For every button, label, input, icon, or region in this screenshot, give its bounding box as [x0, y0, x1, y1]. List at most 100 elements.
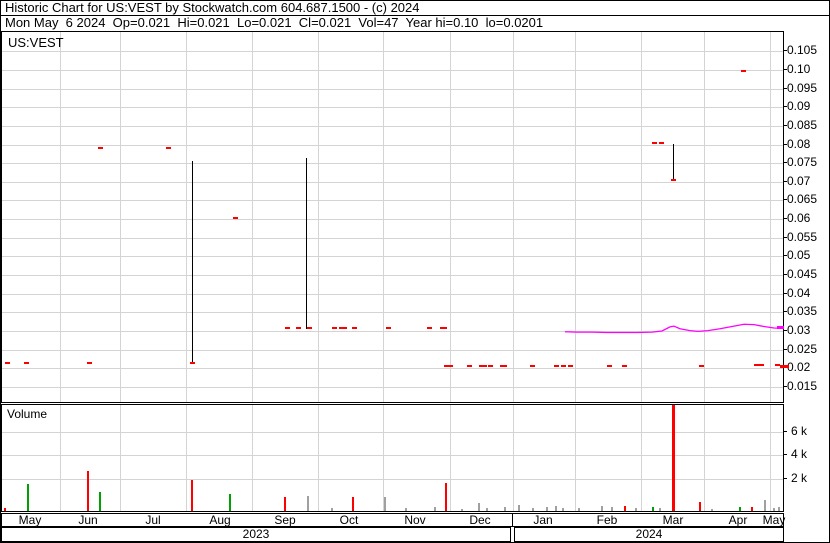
price-axis-tick [783, 330, 787, 331]
close-price-dash [698, 365, 704, 368]
price-axis-tick [783, 218, 787, 219]
volume-bar [611, 507, 613, 511]
volume-bar [635, 508, 637, 511]
close-price-dash [658, 142, 664, 145]
close-price-dash [97, 147, 103, 150]
volume-bar [601, 506, 603, 511]
month-label: May [18, 513, 42, 527]
volume-bar [434, 507, 436, 511]
volume-bar [191, 480, 193, 511]
price-axis-tick [783, 311, 787, 312]
price-axis-tick [783, 274, 787, 275]
price-axis-tick [783, 255, 787, 256]
price-axis-label: 0.02 [787, 360, 811, 375]
price-gridline [2, 200, 783, 202]
price-gridline [2, 386, 783, 388]
month-gridline [318, 32, 319, 402]
volume-bar [478, 503, 480, 511]
volume-gridline [2, 455, 783, 456]
year-text: 2024 [635, 527, 663, 541]
quote-summary-line: Mon May 6 2024 Op=0.021 Hi=0.021 Lo=0.02… [5, 15, 544, 30]
price-axis-tick [783, 237, 787, 238]
month-gridline [120, 32, 121, 402]
month-gridline [449, 32, 451, 402]
volume-bar [307, 496, 309, 511]
price-axis-label: 0.065 [787, 192, 818, 207]
volume-bar [229, 494, 231, 511]
month-label: Jun [78, 513, 98, 527]
volume-axis-label: 2 k [791, 471, 808, 485]
volume-axis-tick [783, 431, 787, 432]
price-gridline [2, 181, 783, 183]
volume-bar [699, 502, 701, 511]
volume-bar [486, 508, 488, 511]
volume-bar [778, 507, 780, 511]
price-axis-label: 0.07 [787, 173, 811, 188]
month-gridline [703, 405, 705, 511]
volume-bar [546, 507, 548, 511]
close-price-dash [306, 327, 312, 330]
price-axis-tick [783, 386, 787, 387]
month-gridline [640, 405, 642, 511]
price-axis-label: 0.105 [787, 43, 818, 58]
volume-bar [284, 497, 286, 511]
price-axis-label: 0.05 [787, 248, 811, 263]
volume-bar [4, 508, 6, 511]
volume-bar [773, 508, 775, 511]
price-axis-tick [783, 144, 787, 145]
volume-bar [518, 505, 520, 511]
price-gridline [2, 69, 783, 71]
volume-bar [751, 507, 753, 511]
price-gridline [2, 219, 783, 221]
price-axis-label: 0.035 [787, 304, 818, 319]
price-axis-tick [783, 349, 787, 350]
price-axis-tick [783, 181, 787, 182]
volume-bar [578, 508, 580, 511]
price-gridline [2, 349, 783, 351]
price-axis-tick [783, 293, 787, 294]
price-gridline [2, 368, 783, 370]
price-axis-tick [783, 88, 787, 89]
month-label: Sep [274, 513, 296, 527]
month-gridline [252, 405, 253, 511]
close-price-dash [499, 365, 507, 368]
close-price-dash [165, 147, 171, 150]
axis-current-value-marker [779, 365, 789, 369]
month-label: Oct [339, 513, 359, 527]
price-gridline [2, 107, 783, 109]
month-gridline [640, 32, 642, 402]
price-axis-label: 0.075 [787, 155, 818, 170]
month-label: Mar [662, 513, 684, 527]
month-gridline [60, 32, 61, 402]
price-gridline [2, 51, 783, 53]
volume-bar [555, 506, 557, 511]
price-gridline [2, 293, 783, 295]
price-gridline [2, 275, 783, 277]
volume-gridline [2, 432, 783, 433]
price-axis-label: 0.08 [787, 136, 811, 151]
price-axis-tick [783, 50, 787, 51]
price-axis-label: 0.06 [787, 211, 811, 226]
volume-axis-label: 4 k [791, 447, 808, 461]
volume-bar [384, 497, 386, 511]
month-label: Dec [469, 513, 491, 527]
volume-bar [624, 506, 626, 511]
year-label-2024: 2024 [514, 527, 784, 542]
price-axis-label: 0.09 [787, 99, 811, 114]
month-label: Feb [596, 513, 618, 527]
price-axis-tick [783, 199, 787, 200]
volume-bar [405, 508, 407, 511]
volume-bar [562, 508, 564, 511]
volume-panel: Volume [1, 404, 784, 512]
month-label: Jul [145, 513, 161, 527]
close-price-dash [385, 327, 391, 330]
volume-bar [331, 508, 333, 511]
close-price-dash [529, 365, 535, 368]
month-axis-strip: May Jun Jul Aug Sep Oct Nov Dec Jan Feb Mar Apr May [1, 513, 785, 527]
axis-current-value-marker [776, 326, 784, 330]
price-axis-label: 0.055 [787, 229, 818, 244]
month-gridline [770, 32, 771, 402]
symbol-label: US:VEST [8, 35, 64, 50]
price-axis-label: 0.03 [787, 323, 811, 337]
